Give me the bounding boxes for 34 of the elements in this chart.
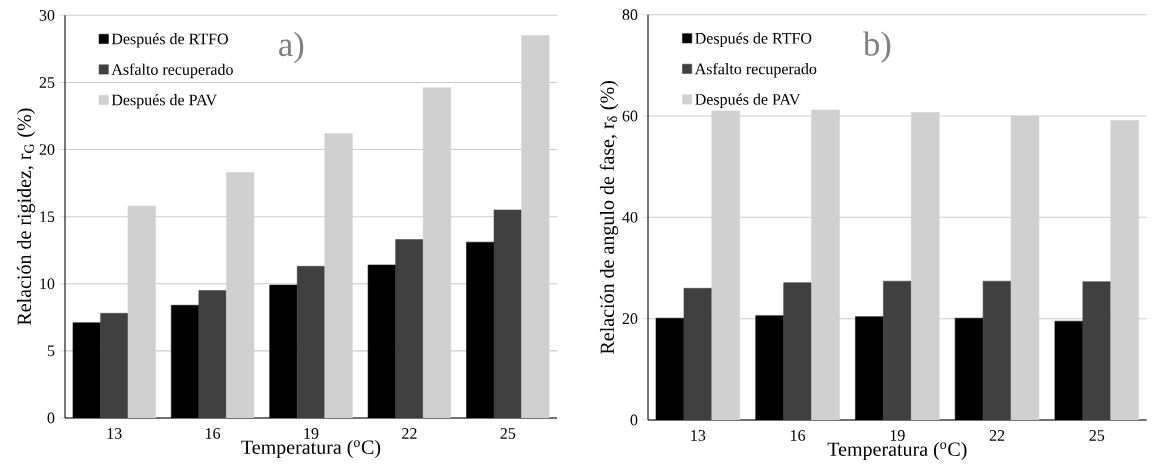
x-axis-title: Temperatura ($^{o}$C) bbox=[241, 439, 381, 459]
x-tick-label: 13 bbox=[691, 430, 706, 441]
y-tick-label: 15 bbox=[40, 211, 55, 223]
y-axis-title: Relación de angulo de fase, r$_{δ}$ (%) bbox=[599, 81, 619, 354]
x-tick-label: 25 bbox=[1089, 430, 1105, 441]
y-tick-label: 30 bbox=[39, 9, 55, 21]
legend-label: Después de RTFO bbox=[695, 32, 812, 47]
x-tick-label: 16 bbox=[791, 430, 806, 441]
y-tick-label: 10 bbox=[40, 278, 55, 290]
y-axis-title: Relación de rigidez, r$_{G}$ (%) bbox=[16, 108, 36, 326]
x-tick-label: 19 bbox=[890, 430, 905, 441]
y-tick-label: 20 bbox=[39, 144, 55, 155]
y-tick-label: 25 bbox=[39, 77, 55, 88]
x-tick-label: 22 bbox=[402, 428, 417, 439]
y-tick-label: 0 bbox=[630, 414, 638, 426]
x-tick-label: 25 bbox=[500, 428, 516, 439]
y-tick-label: 20 bbox=[622, 313, 638, 325]
y-tick-label: 40 bbox=[622, 211, 638, 223]
legend-label: Después de PAV bbox=[695, 93, 801, 109]
y-tick-label: 0 bbox=[47, 412, 55, 424]
y-tick-label: 60 bbox=[622, 110, 638, 122]
legend-label: Después de PAV bbox=[111, 94, 217, 109]
annotation: a) bbox=[279, 31, 304, 64]
legend-label: Después de RTFO bbox=[111, 33, 228, 48]
x-tick-label: 19 bbox=[304, 428, 319, 439]
x-tick-label: 13 bbox=[107, 428, 122, 439]
annotation: b) bbox=[862, 31, 891, 63]
legend-label: Asfalto recuperado bbox=[111, 63, 233, 79]
y-tick-label: 5 bbox=[47, 345, 55, 357]
legend-label: Asfalto recuperado bbox=[694, 62, 817, 78]
y-tick-label: 80 bbox=[622, 9, 638, 21]
x-axis-title: Temperatura ($^{o}$C) bbox=[827, 441, 967, 461]
x-tick-label: 16 bbox=[206, 428, 221, 439]
x-tick-label: 22 bbox=[989, 430, 1005, 441]
